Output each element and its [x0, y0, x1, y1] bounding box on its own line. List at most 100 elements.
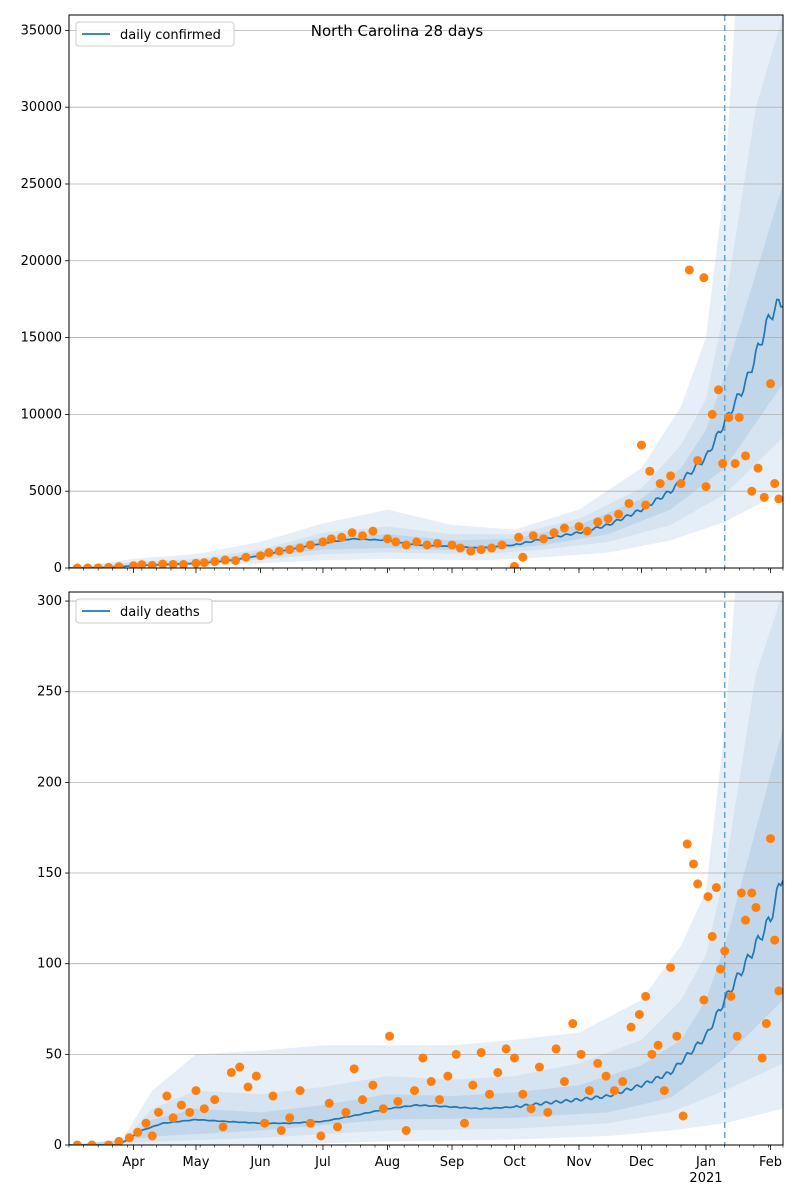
- data-point: [220, 555, 230, 565]
- data-point: [185, 1107, 195, 1117]
- data-point: [147, 1131, 157, 1141]
- data-point: [455, 543, 465, 553]
- data-point: [647, 1049, 657, 1059]
- data-point: [582, 526, 592, 536]
- data-point: [534, 1062, 544, 1072]
- confirmed-legend-label: daily confirmed: [120, 28, 221, 43]
- data-point: [703, 892, 713, 902]
- data-point: [624, 498, 634, 508]
- data-point: [645, 466, 655, 476]
- data-point: [72, 1140, 82, 1145]
- data-point: [759, 492, 769, 502]
- x-tick-label: Jan: [695, 1155, 716, 1170]
- data-point: [191, 558, 201, 568]
- y-tick-label: 0: [54, 1138, 62, 1153]
- x-tick-label: Jun: [249, 1155, 270, 1170]
- y-tick-label: 10000: [21, 407, 62, 422]
- data-point: [129, 561, 139, 568]
- data-point: [741, 451, 751, 461]
- data-point: [451, 1049, 461, 1059]
- data-point: [747, 486, 757, 496]
- data-point: [326, 534, 336, 544]
- data-point: [162, 1091, 172, 1101]
- data-point: [368, 526, 378, 536]
- data-point: [318, 537, 328, 547]
- data-point: [226, 1067, 236, 1077]
- data-point: [574, 522, 584, 532]
- data-point: [393, 1096, 403, 1106]
- data-point: [559, 523, 569, 533]
- data-point: [509, 561, 519, 568]
- data-point: [410, 1086, 420, 1096]
- y-tick-label: 100: [37, 957, 62, 972]
- x-tick-label: Sep: [440, 1155, 465, 1170]
- data-point: [141, 1118, 151, 1128]
- confirmed-x-axis: [68, 568, 784, 573]
- data-point: [418, 1053, 428, 1063]
- data-point: [147, 560, 157, 568]
- x-tick-label: Dec: [629, 1155, 654, 1170]
- x-tick-label: Feb: [759, 1155, 782, 1170]
- data-point: [518, 1089, 528, 1099]
- data-point: [349, 1064, 359, 1074]
- confirmed-legend-box: [75, 21, 235, 47]
- data-point: [191, 1086, 201, 1096]
- data-point: [178, 559, 188, 568]
- data-point: [137, 560, 147, 568]
- data-point: [210, 557, 220, 567]
- data-point: [154, 1107, 164, 1117]
- data-point: [476, 545, 486, 555]
- data-point: [333, 1122, 343, 1132]
- data-point: [609, 1086, 619, 1096]
- data-point: [528, 531, 538, 541]
- data-point: [87, 1140, 97, 1145]
- data-point: [264, 548, 274, 558]
- deaths-legend: daily deaths: [75, 598, 213, 624]
- deaths-gridlines: [69, 600, 783, 1146]
- y-tick-label: 200: [37, 775, 62, 790]
- data-point: [539, 534, 549, 544]
- confirmed-legend: daily confirmed: [75, 21, 235, 47]
- data-point: [72, 563, 82, 568]
- data-point: [83, 563, 93, 568]
- data-point: [460, 1118, 470, 1128]
- data-point: [699, 995, 709, 1005]
- confirmed-observed-points: [72, 265, 783, 568]
- data-point: [732, 1031, 742, 1041]
- data-point: [114, 1136, 124, 1145]
- data-point: [104, 1140, 114, 1145]
- data-point: [774, 986, 783, 996]
- data-point: [210, 1095, 220, 1105]
- data-point: [235, 1062, 245, 1072]
- data-point: [382, 534, 392, 544]
- data-point: [618, 1077, 628, 1087]
- data-point: [711, 883, 721, 893]
- deaths-legend-box: [75, 598, 213, 624]
- data-point: [682, 839, 692, 849]
- data-point: [653, 1040, 663, 1050]
- band-mid: [69, 592, 783, 1145]
- data-point: [295, 1086, 305, 1096]
- data-point: [676, 479, 686, 489]
- x-tick-label: Jul: [314, 1155, 331, 1170]
- data-point: [568, 1019, 578, 1029]
- data-point: [447, 540, 457, 550]
- x-tick-label: Aug: [375, 1155, 400, 1170]
- data-point: [276, 1125, 286, 1135]
- data-point: [747, 888, 757, 898]
- data-point: [593, 1058, 603, 1068]
- data-point: [716, 964, 726, 974]
- deaths-axes-frame: [68, 591, 784, 1146]
- y-tick-label: 150: [37, 866, 62, 881]
- data-point: [678, 1111, 688, 1121]
- data-point: [766, 379, 776, 389]
- data-point: [168, 559, 178, 568]
- data-point: [518, 552, 528, 562]
- data-point: [509, 1053, 519, 1063]
- data-point: [707, 931, 717, 941]
- data-point: [104, 562, 114, 568]
- data-point: [593, 517, 603, 527]
- data-point: [285, 1113, 295, 1123]
- data-point: [655, 479, 665, 489]
